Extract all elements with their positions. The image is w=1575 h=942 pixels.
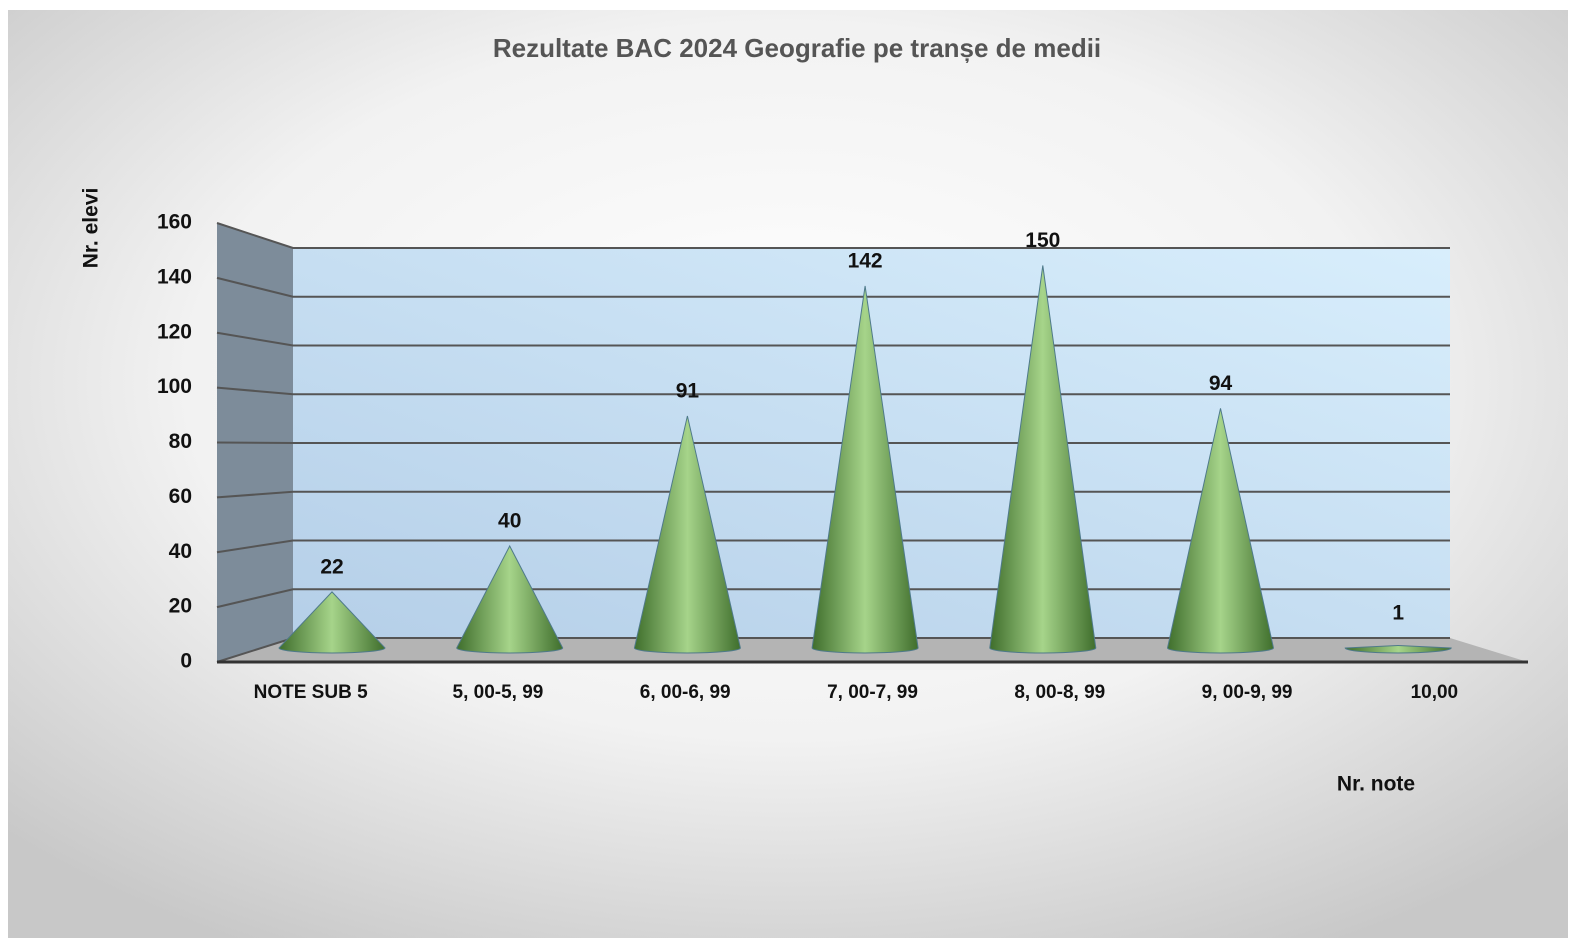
x-tick-label: 6, 00-6, 99 xyxy=(640,682,731,703)
value-label: 22 xyxy=(320,555,343,578)
y-tick-label: 0 xyxy=(180,650,192,673)
grid-line xyxy=(216,386,1450,396)
value-label: 94 xyxy=(1209,372,1233,395)
y-tick-label: 100 xyxy=(157,375,192,398)
cone xyxy=(989,265,1097,654)
y-tick-label: 60 xyxy=(169,485,192,508)
x-tick-label: 7, 00-7, 99 xyxy=(827,682,918,703)
grid-line xyxy=(216,222,1450,249)
y-tick-label: 20 xyxy=(169,595,192,618)
cone xyxy=(278,591,386,654)
value-label: 40 xyxy=(498,510,521,533)
cone xyxy=(1344,644,1452,654)
chart-title: Rezultate BAC 2024 Geografie pe tranșe d… xyxy=(493,33,1101,63)
x-tick-label: NOTE SUB 5 xyxy=(254,682,368,703)
grid-line xyxy=(216,276,1450,298)
y-tick-label: 40 xyxy=(169,540,192,563)
x-tick-label: 9, 00-9, 99 xyxy=(1202,682,1293,703)
value-label: 150 xyxy=(1025,229,1060,252)
y-tick-label: 160 xyxy=(157,211,192,234)
value-label: 142 xyxy=(848,249,883,272)
cone xyxy=(1166,408,1275,654)
value-label: 1 xyxy=(1392,602,1404,625)
x-tick-label: 10,00 xyxy=(1411,682,1459,703)
grid-line xyxy=(216,441,1450,444)
x-axis-label: Nr. note xyxy=(1337,773,1415,796)
y-axis-label: Nr. elevi xyxy=(80,188,103,269)
cone xyxy=(811,285,919,654)
cone xyxy=(456,544,564,654)
grid-line xyxy=(216,331,1450,347)
x-tick-label: 5, 00-5, 99 xyxy=(453,682,544,703)
y-tick-label: 120 xyxy=(157,320,192,343)
y-tick-label: 80 xyxy=(169,430,192,453)
value-label: 91 xyxy=(676,379,700,402)
cone xyxy=(633,415,741,654)
x-tick-label: 8, 00-8, 99 xyxy=(1014,682,1105,703)
y-tick-label: 140 xyxy=(157,265,192,288)
